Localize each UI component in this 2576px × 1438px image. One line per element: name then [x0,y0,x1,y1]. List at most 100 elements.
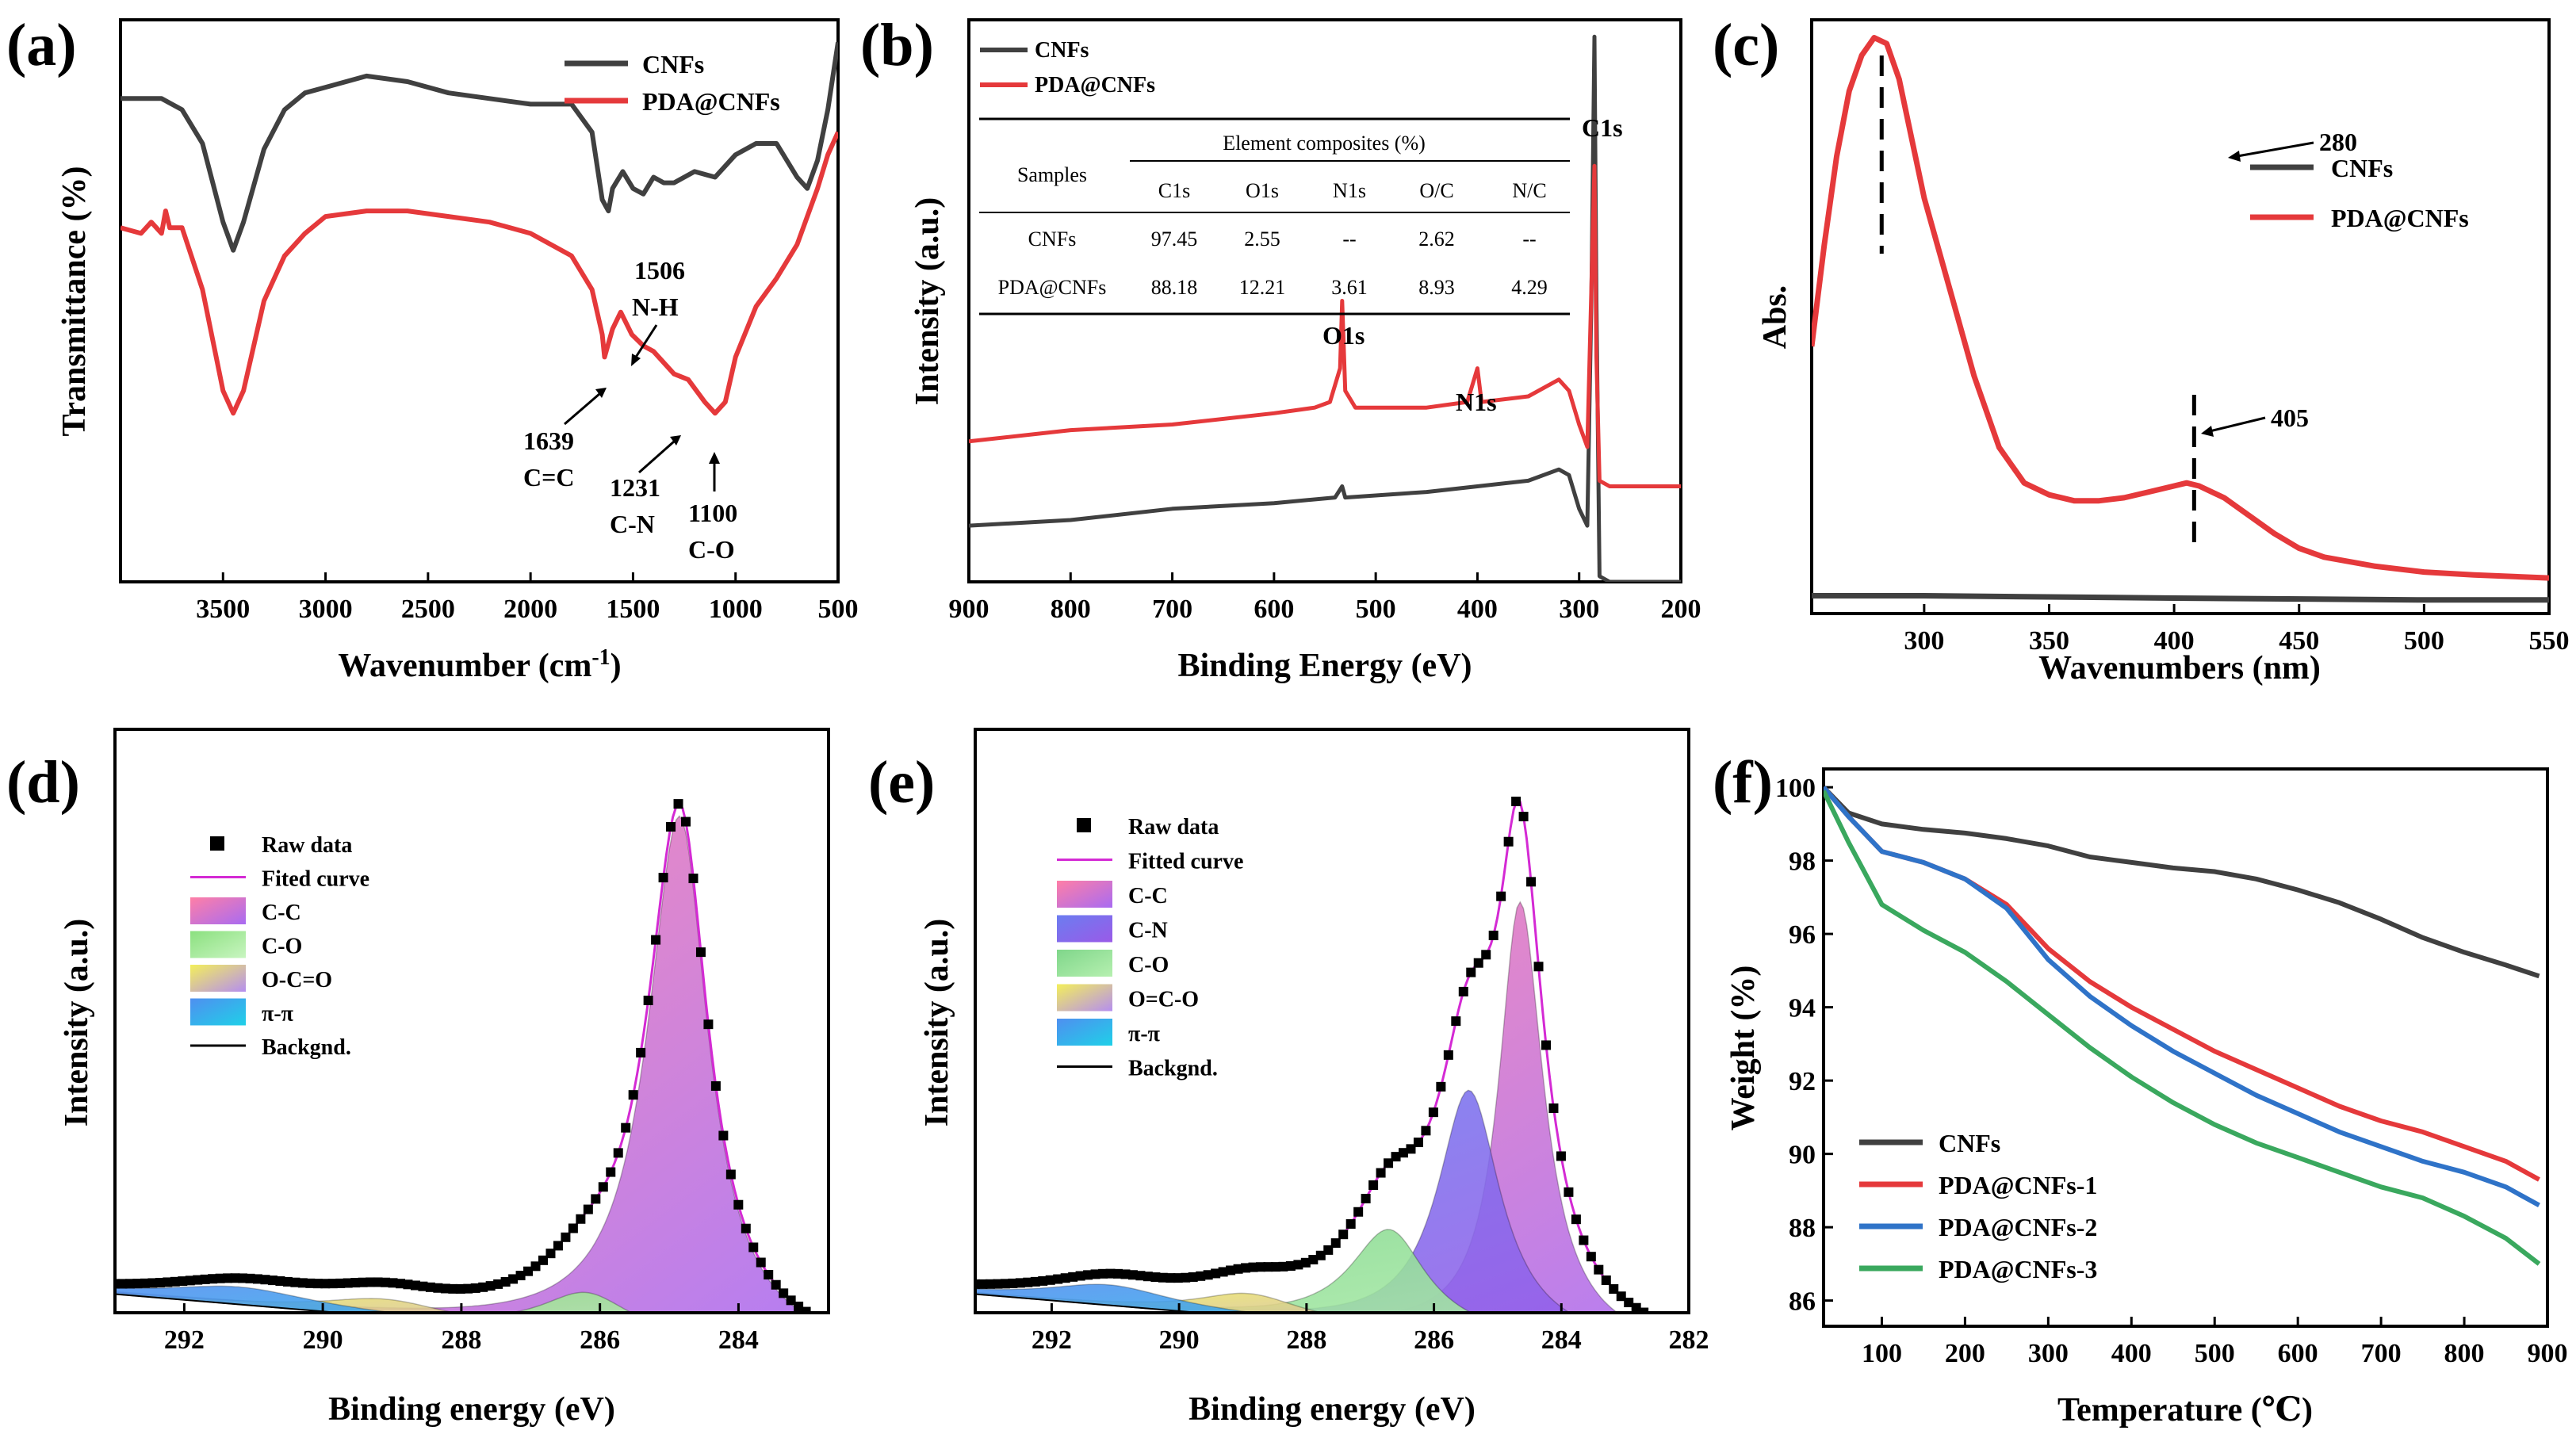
table-cell: 8.93 [1418,276,1455,299]
table-cell: -- [1342,228,1356,251]
panel-d-label: (d) [6,749,80,816]
raw-data-point [1391,1152,1401,1162]
raw-data-point [1196,1271,1206,1281]
raw-data-point [140,1278,150,1288]
raw-data-point [1556,1151,1566,1161]
panel-b-x-ticks: 900 800 700 600 500 400 300 200 [949,572,1701,624]
raw-data-point [695,947,706,958]
raw-data-point [598,1182,608,1192]
raw-data-point [1241,1263,1251,1273]
raw-data-point [1466,967,1476,977]
legend-label: O=C-O [1128,988,1199,1012]
legend-label: C-N [1128,919,1168,943]
panel-c-y-axis-title: Abs. [1757,285,1793,350]
panel-b: (b) 900 800 700 600 500 400 300 200 Binding Ene… [860,12,1701,684]
raw-data-point [418,1281,428,1291]
x-tick-label: 282 [1669,1325,1709,1355]
raw-data-point [651,935,661,945]
table-col-oc: O/C [1419,179,1453,202]
annotation-1506-arrowhead [631,354,641,366]
panel-d-y-axis-title: Intensity (a.u.) [59,919,95,1127]
table-cell: 88.18 [1151,276,1198,299]
annotation-1506: 1506 [634,256,685,285]
x-tick-label: 2500 [401,595,455,624]
raw-data-point [568,1223,578,1233]
panel-f-frame [1822,767,2549,1328]
x-tick-label: 1500 [606,595,660,624]
legend-label: Fitted curve [1128,850,1243,874]
legend-swatch [1057,881,1112,908]
raw-data-point [1315,1250,1326,1260]
raw-data-point [223,1273,233,1283]
raw-data-point [500,1277,511,1287]
background-line [975,1293,1209,1313]
x-tick-label: 800 [2444,1339,2485,1368]
annotation-1100: 1100 [688,499,737,527]
x-tick-label: 286 [580,1325,620,1355]
legend-label: Backgnd. [1128,1057,1218,1081]
raw-data-point [1586,1252,1596,1262]
raw-data-point [163,1277,173,1287]
raw-data-point [485,1281,496,1291]
raw-data-point [1564,1187,1574,1197]
raw-data-point [1330,1238,1341,1249]
panel-c-legend-pda-label: PDA@CNFs [2331,204,2469,232]
raw-data-point [1248,1262,1258,1272]
x-tick-label: 500 [818,595,859,624]
annotation-1639-arrow [564,392,600,426]
raw-data-point [1548,1103,1559,1114]
raw-data-point [1038,1275,1048,1286]
raw-data-point [824,1319,833,1329]
raw-data-point [1083,1270,1093,1280]
x-tick-label: 290 [1159,1325,1200,1355]
x-tick-label: 3000 [299,595,353,624]
legend-raw-marker [1077,818,1091,832]
series-line-pda-cnfs [969,163,1681,488]
table-cell-highlight: 3.61 [1331,276,1368,299]
raw-data-point [1068,1272,1078,1282]
peak-label-n1s: N1s [1456,388,1497,416]
raw-data-point [710,1080,721,1091]
raw-data-point [1594,1264,1604,1275]
raw-data-point [1421,1126,1431,1136]
raw-data-point [1181,1272,1191,1283]
raw-data-point [1533,962,1544,972]
panel-e: (e) 292 290 288 286 284 282 Binding energy (e… [868,728,1709,1428]
table-col-c1s: C1s [1158,179,1190,202]
raw-data-point [673,799,683,809]
raw-data-point [817,1315,826,1325]
raw-data-point [1300,1257,1311,1268]
raw-data-point [1436,1081,1446,1092]
raw-data-point [1000,1279,1010,1289]
legend-label: C-O [262,935,302,959]
y-tick-label: 88 [1789,1214,1816,1243]
table-col-o1s: O1s [1246,179,1279,202]
table-cell: 2.55 [1244,228,1280,251]
raw-data-point [613,1148,623,1158]
raw-data-point [1226,1265,1236,1275]
legend-label: PDA@CNFs-3 [1939,1255,2097,1283]
raw-data-point [1526,877,1537,887]
raw-data-point [591,1194,601,1204]
raw-data-point [410,1280,420,1291]
legend-swatch [1057,915,1112,943]
raw-data-point [538,1255,548,1265]
series-line-pda-cnfs-1 [1824,786,2540,1182]
raw-data-point [523,1266,534,1276]
raw-data-point [1127,1270,1138,1280]
raw-data-point [1571,1214,1581,1225]
raw-data-point [801,1306,811,1313]
panel-c-curves [1812,35,2549,603]
annotation-cn: C-N [610,510,655,538]
raw-data-point [1053,1274,1063,1284]
panel-a-legend-cnfs-label: CNFs [642,50,704,78]
raw-data-point [748,1242,759,1253]
panel-d-x-axis-title: Binding energy (eV) [328,1391,615,1428]
panel-e-x-ticks: 292 290 288 286 284 282 [1032,1303,1709,1355]
panel-b-x-axis-title: Binding Energy (eV) [1177,648,1472,684]
panel-b-frame [967,18,1682,583]
raw-data-point [215,1273,225,1283]
raw-data-point [688,874,699,884]
legend-label: π-π [1128,1022,1161,1046]
legend-swatch [1057,950,1112,977]
